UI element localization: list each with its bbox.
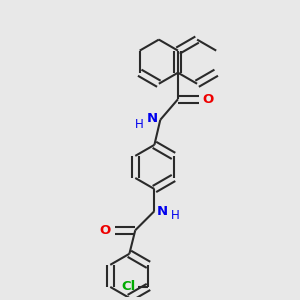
Text: N: N <box>157 205 168 218</box>
Text: N: N <box>147 112 158 125</box>
Text: Cl: Cl <box>121 280 135 293</box>
Text: O: O <box>202 93 214 106</box>
Text: H: H <box>135 118 144 131</box>
Text: H: H <box>171 209 179 222</box>
Text: O: O <box>100 224 111 237</box>
